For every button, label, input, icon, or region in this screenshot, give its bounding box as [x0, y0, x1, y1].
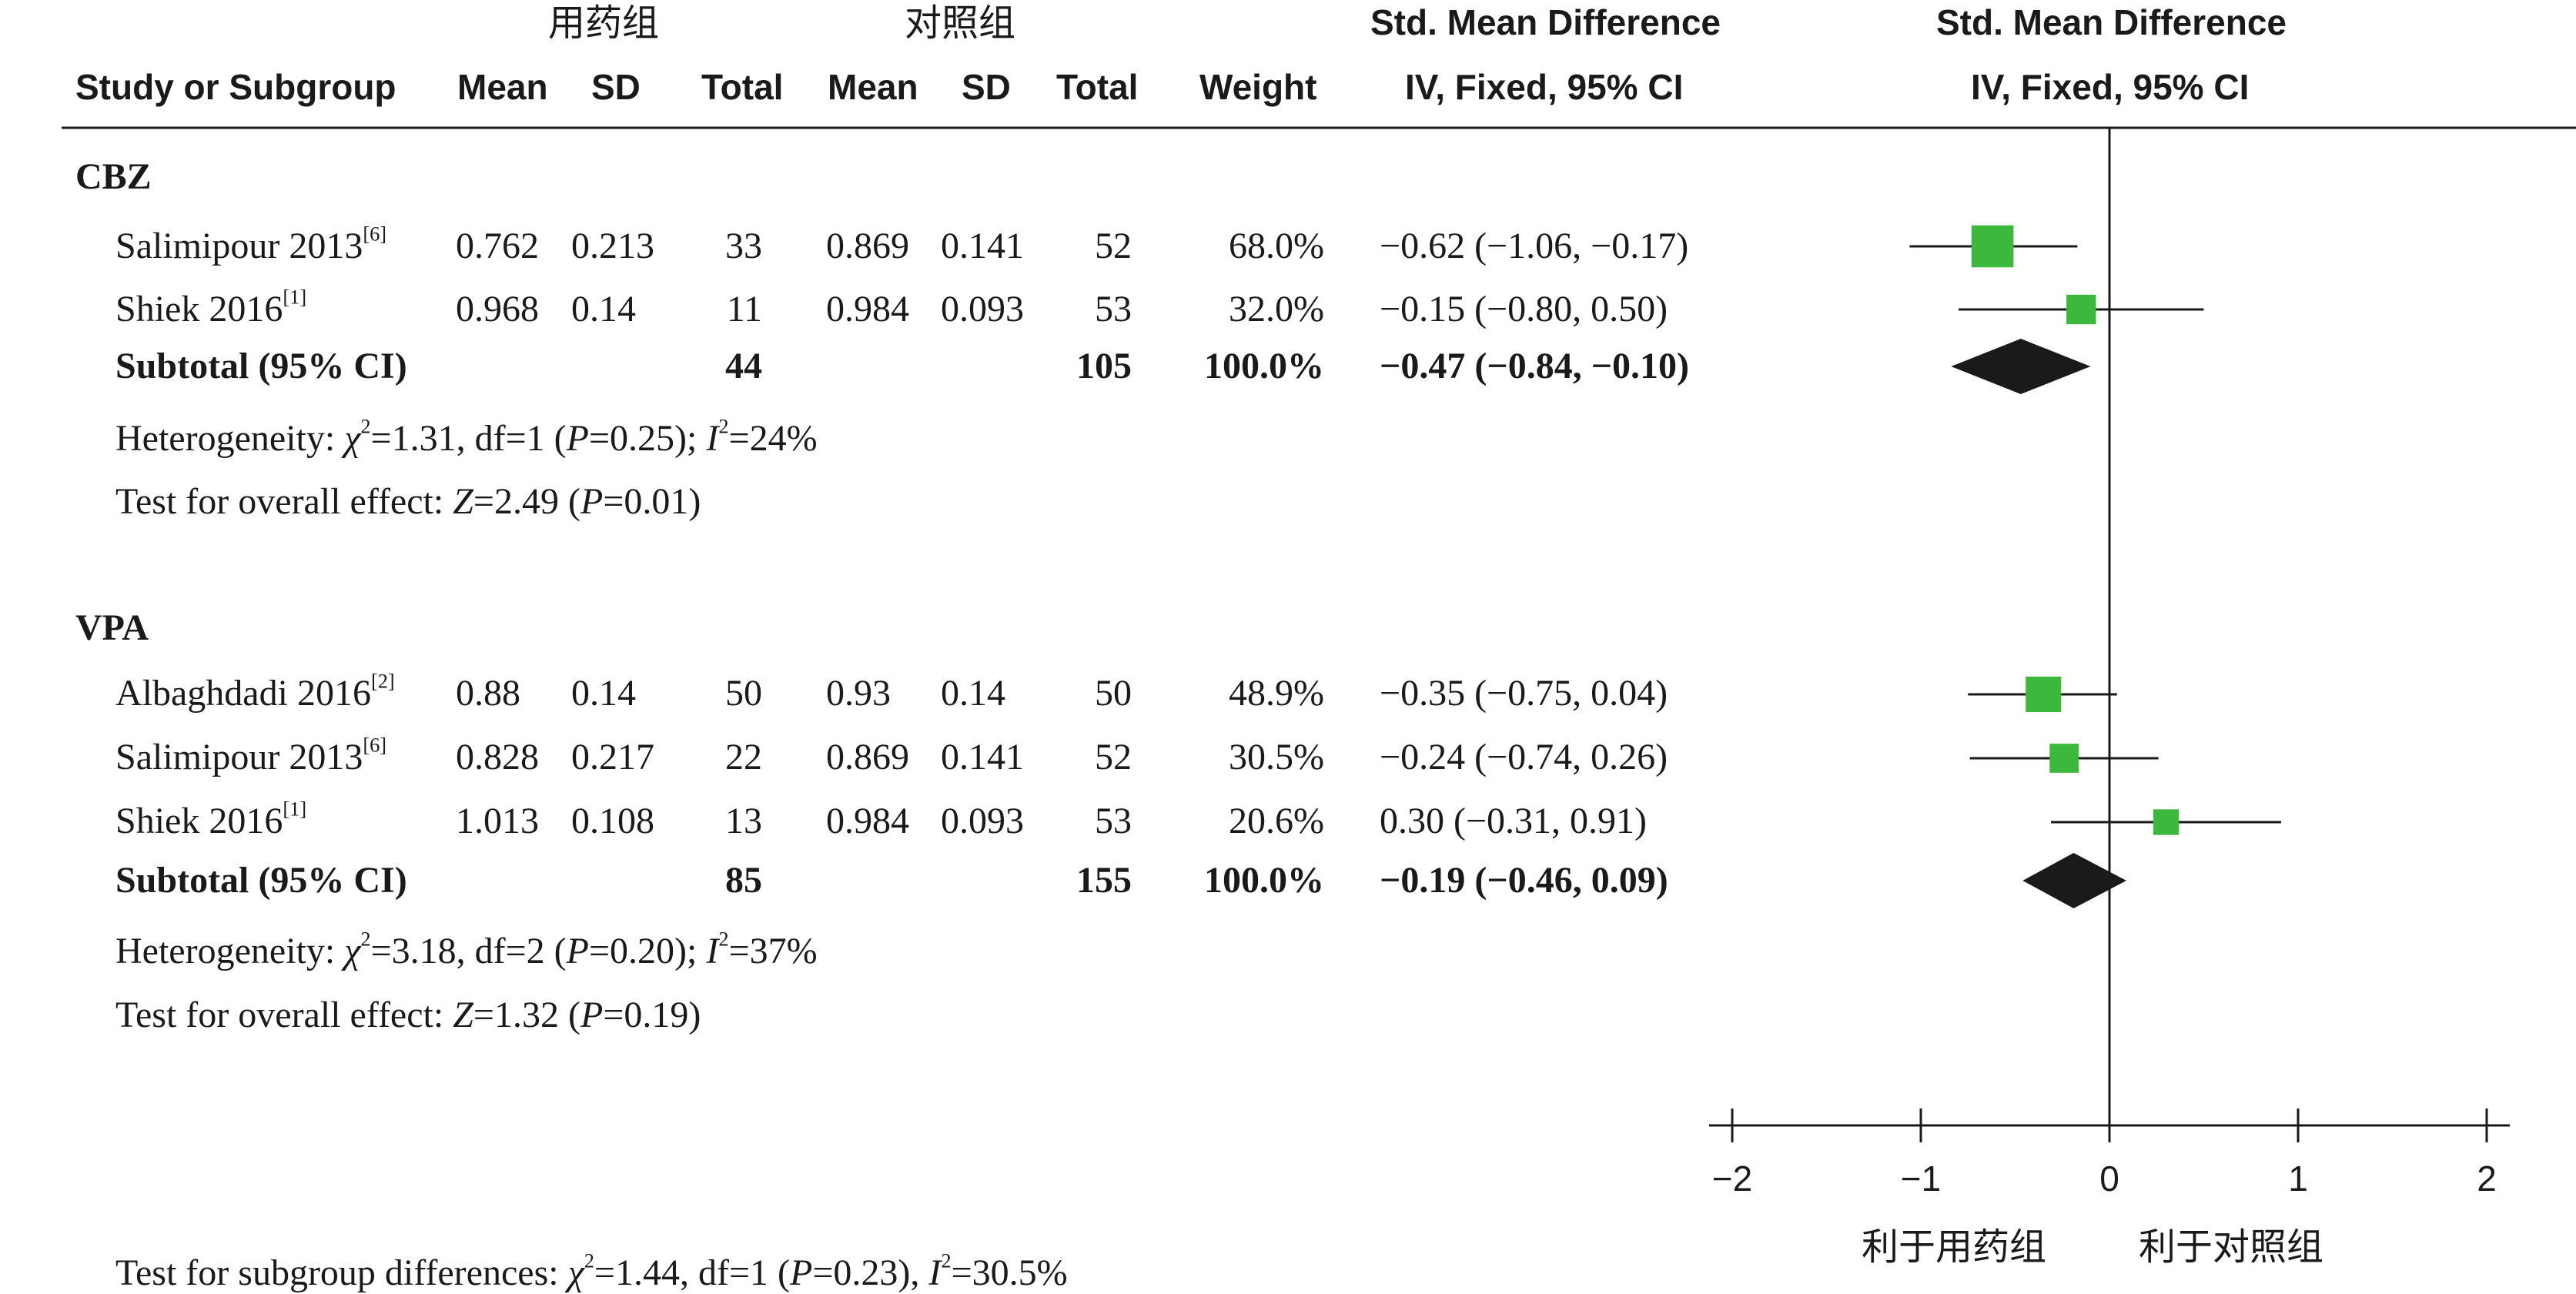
cell-total-control: 53	[1095, 801, 1132, 841]
subgroup-title-vpa: VPA	[75, 607, 149, 648]
favours-treatment-label: 利于用药组	[1862, 1225, 2047, 1269]
subtotal-label: Subtotal (95% CI)	[115, 860, 407, 901]
study-effect-square	[2026, 676, 2062, 713]
header-smd-title: Std. Mean Difference	[1370, 2, 1721, 42]
cell-mean-treatment: 1.013	[456, 801, 539, 841]
cell-sd-treatment: 0.14	[571, 289, 636, 329]
cell-total-treatment: 50	[725, 673, 762, 714]
cell-mean-control: 0.93	[826, 673, 891, 714]
subtotal-weight: 100.0%	[1204, 860, 1324, 901]
study-effect-square	[2066, 294, 2096, 325]
cell-total-treatment: 22	[725, 737, 762, 777]
header-total-treatment: Total	[701, 67, 784, 107]
header-sd-control: SD	[962, 67, 1011, 107]
favours-control-label: 利于对照组	[2139, 1225, 2324, 1269]
cell-smd-ci: −0.15 (−0.80, 0.50)	[1380, 289, 1668, 329]
study-ref: [6]	[363, 733, 387, 757]
subtotal-label: Subtotal (95% CI)	[115, 346, 407, 386]
study-ref: [6]	[363, 222, 387, 246]
cell-sd-treatment: 0.14	[571, 673, 636, 714]
cell-weight: 30.5%	[1229, 737, 1324, 777]
study-ref: [1]	[283, 285, 307, 309]
study-label: Shiek 2016[1]	[115, 285, 307, 329]
study-effect-square	[2049, 744, 2079, 773]
cell-sd-control: 0.093	[941, 801, 1024, 841]
cell-smd-ci: −0.62 (−1.06, −0.17)	[1380, 226, 1689, 266]
subtotal-weight: 100.0%	[1204, 346, 1324, 386]
overall-effect-text: Test for overall effect: Z=2.49 (P=0.01)	[115, 481, 701, 522]
study-label: Shiek 2016[1]	[115, 797, 307, 841]
cell-sd-control: 0.093	[941, 289, 1024, 329]
subtotal-total-treatment: 85	[725, 860, 762, 901]
cell-mean-treatment: 0.762	[456, 226, 539, 266]
cell-mean-control: 0.984	[826, 289, 909, 329]
header-study: Study or Subgroup	[75, 67, 396, 107]
subgroup-title-cbz: CBZ	[75, 156, 152, 197]
header-group-control: 对照组	[905, 2, 1016, 45]
header-group-treatment: 用药组	[548, 2, 660, 45]
header-total-control: Total	[1056, 67, 1139, 107]
cell-sd-treatment: 0.217	[571, 737, 654, 777]
header-sd-treatment: SD	[591, 67, 641, 107]
cell-sd-treatment: 0.108	[571, 801, 654, 841]
cell-sd-control: 0.141	[941, 737, 1024, 777]
overall-effect-text: Test for overall effect: Z=1.32 (P=0.19)	[115, 995, 701, 1035]
cell-smd-ci: −0.24 (−0.74, 0.26)	[1380, 737, 1668, 777]
cell-mean-control: 0.869	[826, 737, 909, 777]
study-effect-square	[2153, 809, 2180, 835]
study-ref: [2]	[370, 669, 395, 693]
header-mean-control: Mean	[828, 67, 918, 107]
x-tick-label: 0	[2099, 1159, 2119, 1199]
study-label: Albaghdadi 2016[2]	[115, 669, 395, 714]
x-tick-label: 1	[2288, 1159, 2308, 1199]
plot-marks: −2 −1 0 1 2	[1709, 128, 2510, 1199]
cell-smd-ci: −0.35 (−0.75, 0.04)	[1380, 673, 1668, 714]
subtotal-diamond	[2022, 853, 2127, 908]
x-tick-label: −2	[1712, 1159, 1752, 1199]
header-smd-method: IV, Fixed, 95% CI	[1405, 67, 1684, 107]
cell-total-control: 53	[1095, 289, 1132, 329]
cell-mean-control: 0.984	[826, 801, 909, 841]
heterogeneity-text: Heterogeneity: χ2=3.18, df=2 (P=0.20); I…	[115, 927, 818, 971]
cell-sd-treatment: 0.213	[571, 226, 654, 266]
study-label: Salimipour 2013[6]	[115, 222, 387, 266]
cell-mean-treatment: 0.968	[456, 289, 539, 329]
cell-smd-ci: 0.30 (−0.31, 0.91)	[1380, 801, 1648, 841]
cell-total-control: 52	[1095, 737, 1132, 777]
x-tick-label: 2	[2477, 1159, 2497, 1199]
x-tick-label: −1	[1901, 1159, 1941, 1199]
study-label: Salimipour 2013[6]	[115, 733, 387, 777]
header-plot-title: Std. Mean Difference	[1936, 2, 2287, 42]
cell-mean-treatment: 0.828	[456, 737, 539, 777]
cell-sd-control: 0.14	[941, 673, 1005, 714]
heterogeneity-text: Heterogeneity: χ2=1.31, df=1 (P=0.25); I…	[115, 414, 818, 459]
subtotal-total-control: 105	[1076, 346, 1132, 386]
study-effect-square	[1971, 225, 2014, 268]
subtotal-smd-ci: −0.19 (−0.46, 0.09)	[1380, 860, 1668, 901]
cell-mean-control: 0.869	[826, 226, 909, 266]
cell-weight: 68.0%	[1229, 226, 1324, 266]
cell-total-control: 52	[1095, 226, 1132, 266]
cell-weight: 48.9%	[1229, 673, 1324, 714]
cell-total-treatment: 33	[725, 226, 762, 266]
cell-sd-control: 0.141	[941, 226, 1024, 266]
cell-total-control: 50	[1095, 673, 1132, 714]
cell-weight: 20.6%	[1229, 801, 1324, 841]
subtotal-diamond	[1951, 339, 2091, 394]
subtotal-total-control: 155	[1076, 860, 1132, 901]
header-weight: Weight	[1199, 67, 1317, 107]
header-mean-treatment: Mean	[457, 67, 548, 107]
cell-weight: 32.0%	[1229, 289, 1324, 329]
cell-mean-treatment: 0.88	[456, 673, 520, 714]
study-ref: [1]	[283, 797, 307, 821]
header-plot-method: IV, Fixed, 95% CI	[1971, 67, 2250, 107]
cell-total-treatment: 13	[725, 801, 762, 841]
subtotal-total-treatment: 44	[725, 346, 762, 386]
subgroup-differences-text: Test for subgroup differences: χ2=1.44, …	[115, 1249, 1068, 1293]
cell-total-treatment: 11	[726, 289, 762, 329]
subtotal-smd-ci: −0.47 (−0.84, −0.10)	[1380, 346, 1690, 386]
